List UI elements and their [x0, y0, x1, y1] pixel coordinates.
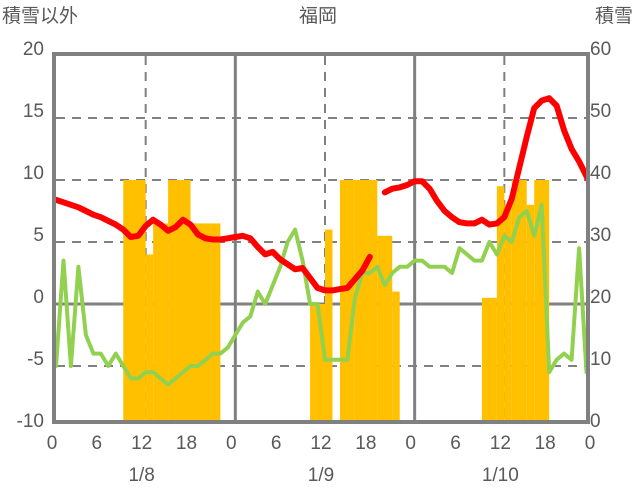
snow-bars-layer [123, 180, 550, 420]
y-axis-right-tick: 50 [590, 101, 612, 122]
x-axis-tick: 12 [489, 433, 511, 454]
snow-bar [392, 291, 400, 420]
x-axis-tick: 6 [450, 433, 461, 454]
y-axis-right-tick: 10 [590, 349, 612, 370]
data-series-layer [56, 95, 586, 387]
snow-bar [325, 229, 333, 420]
x-axis-tick: 0 [46, 433, 58, 454]
snow-bar [153, 223, 169, 420]
x-axis-day-label: 1/9 [307, 465, 335, 486]
x-axis-tick: 12 [310, 433, 332, 454]
x-axis-day-label: 1/10 [481, 465, 519, 486]
snow-bar [123, 180, 146, 420]
y-axis-left-tick: 10 [22, 163, 44, 184]
plot-area [52, 52, 590, 424]
x-axis-tick: 0 [584, 433, 596, 454]
x-axis-tick: 18 [534, 433, 556, 454]
y-axis-left-tick: 15 [22, 101, 44, 122]
chart-title: 福岡 [298, 6, 337, 27]
y-axis-right-tick: 60 [590, 39, 612, 60]
y-axis-right-tick: 0 [590, 411, 601, 432]
y-axis-left-tick: 5 [33, 225, 44, 246]
x-axis-tick: 6 [91, 433, 103, 454]
snow-bar [354, 180, 378, 420]
y-axis-left-tick: -5 [27, 349, 44, 370]
series-path [56, 95, 586, 294]
y-axis-left-tick: 0 [33, 287, 44, 308]
y-axis-right-tick: 40 [590, 163, 612, 184]
snow-bar [145, 254, 154, 420]
left-axis-title: 積雪以外 [2, 6, 79, 27]
snow-bar [511, 180, 527, 420]
snow-bar [168, 180, 191, 420]
x-axis-tick: 12 [131, 433, 153, 454]
y-axis-left-tick: 20 [22, 39, 44, 60]
y-axis-left-tick: -10 [16, 411, 44, 432]
y-axis-right-tick: 30 [590, 225, 612, 246]
series-path [56, 202, 586, 387]
x-axis-tick: 0 [226, 433, 237, 454]
snow-bar [496, 186, 505, 420]
snow-bar [526, 204, 535, 420]
y-axis-right-tick: 20 [590, 287, 612, 308]
snow-bar [534, 180, 550, 420]
x-axis-tick: 6 [270, 433, 282, 454]
x-axis-tick: 18 [355, 433, 377, 454]
x-axis-tick: 18 [175, 433, 198, 454]
snow-bar [504, 204, 512, 420]
right-axis-title: 積雪 [594, 6, 633, 27]
snow-bar [190, 223, 221, 420]
x-axis-tick: 0 [405, 433, 416, 454]
snow-bar [481, 297, 497, 420]
x-axis-day-label: 1/8 [128, 465, 155, 486]
